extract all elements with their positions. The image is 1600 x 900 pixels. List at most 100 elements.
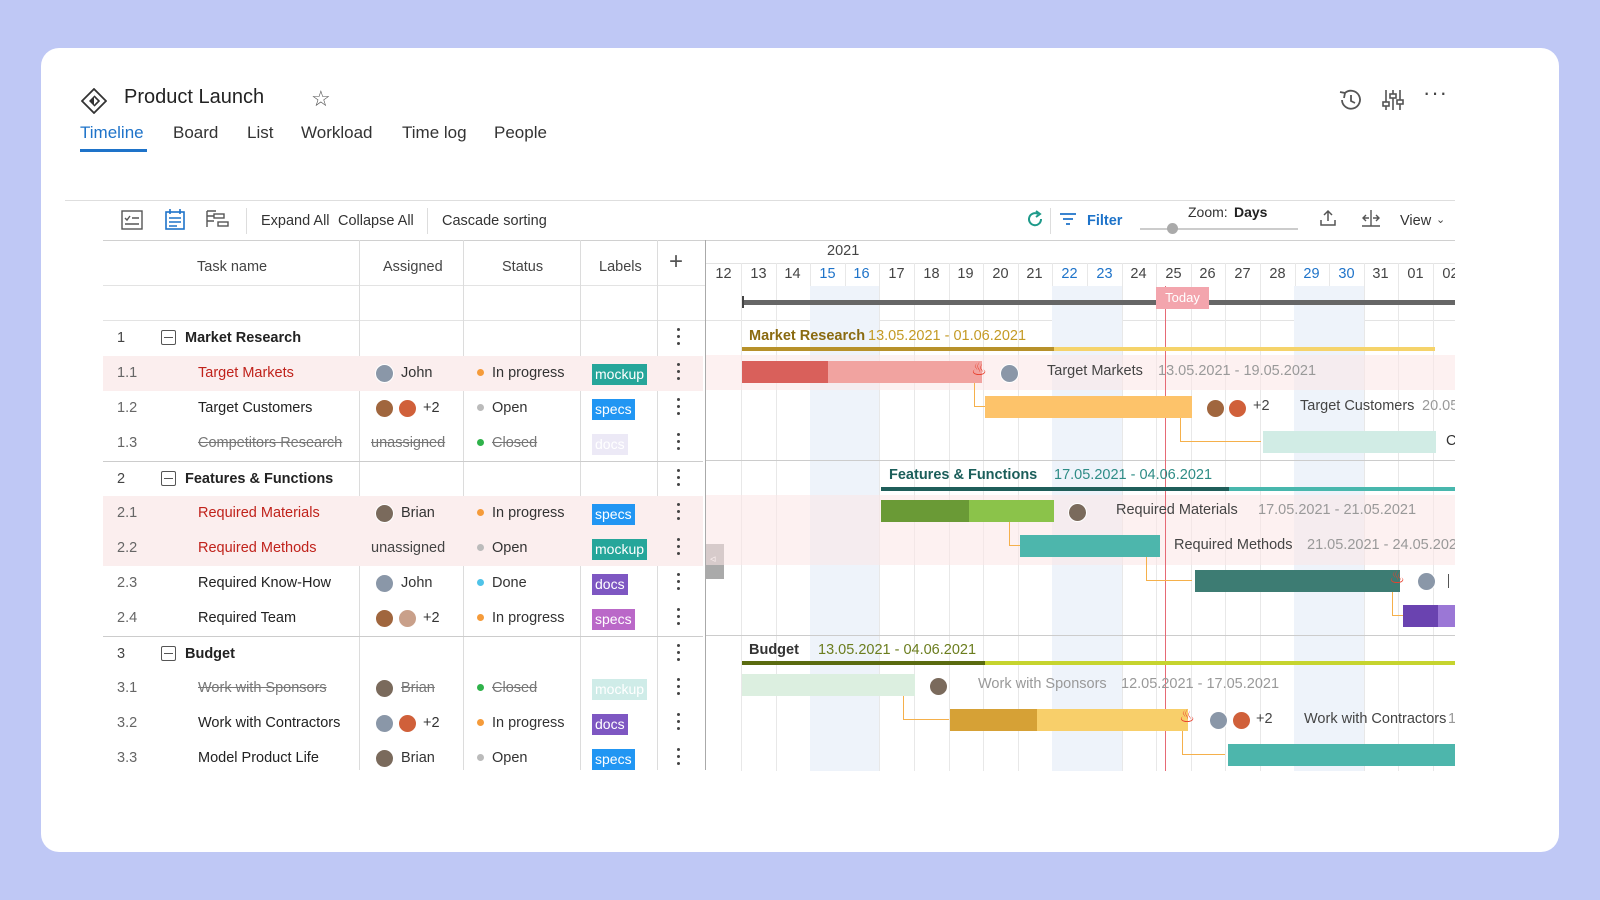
row-menu-icon[interactable] bbox=[676, 748, 682, 768]
task-bar[interactable] bbox=[742, 674, 915, 696]
row-menu-icon[interactable] bbox=[676, 644, 682, 664]
row-menu-icon[interactable] bbox=[676, 503, 682, 523]
status[interactable]: Closed bbox=[477, 426, 537, 461]
expand-all-button[interactable]: Expand All bbox=[261, 213, 330, 229]
timeline-chart[interactable]: 2021 12 13 14 15 16 17 18 19 20 21 22 23 24 25 26 27 28 2… bbox=[706, 241, 1455, 771]
label-badge[interactable]: docs bbox=[592, 574, 628, 595]
collapse-group-icon[interactable] bbox=[161, 646, 176, 661]
status[interactable]: Open bbox=[477, 741, 527, 776]
tab-board[interactable]: Board bbox=[173, 123, 219, 142]
task-bar[interactable] bbox=[1263, 431, 1436, 453]
tab-workload[interactable]: Workload bbox=[301, 123, 373, 142]
tab-people[interactable]: People bbox=[494, 123, 547, 142]
status[interactable]: Done bbox=[477, 566, 527, 601]
filter-icon[interactable] bbox=[1059, 212, 1077, 226]
status[interactable]: Open bbox=[477, 531, 527, 566]
table-row[interactable]: 3.2 Work with Contractors +2 In progress… bbox=[103, 706, 703, 741]
group-progress-bar[interactable] bbox=[742, 347, 1435, 351]
row-menu-icon[interactable] bbox=[676, 398, 682, 418]
collapse-group-icon[interactable] bbox=[161, 471, 176, 486]
task-bar[interactable] bbox=[1195, 570, 1400, 592]
label-badge[interactable]: mockup bbox=[592, 679, 648, 700]
task-name[interactable]: Competitors Research bbox=[198, 435, 343, 451]
tab-time-log[interactable]: Time log bbox=[402, 123, 467, 142]
row-menu-icon[interactable] bbox=[676, 713, 682, 733]
row-menu-icon[interactable] bbox=[676, 363, 682, 383]
group-name[interactable]: Features & Functions bbox=[185, 471, 334, 487]
table-row[interactable]: 1.1 Target Markets John In progress mock… bbox=[103, 356, 703, 391]
status[interactable]: In progress bbox=[477, 356, 565, 391]
table-row[interactable]: 2.3 Required Know-How John Done docs bbox=[103, 566, 703, 601]
table-row[interactable]: 1.3 Competitors Research unassigned Clos… bbox=[103, 426, 703, 461]
table-row[interactable]: 3.3 Model Product Life Brian Open specs bbox=[103, 741, 703, 776]
col-assigned[interactable]: Assigned bbox=[383, 259, 443, 275]
task-name[interactable]: Required Know-How bbox=[198, 575, 331, 591]
row-menu-icon[interactable] bbox=[676, 678, 682, 698]
label-badge[interactable]: mockup bbox=[592, 364, 648, 385]
status[interactable]: Open bbox=[477, 391, 527, 426]
calendar-icon[interactable] bbox=[165, 208, 185, 230]
label-badge[interactable]: docs bbox=[592, 714, 628, 735]
more-menu-icon[interactable]: ··· bbox=[1423, 80, 1448, 105]
label-badge[interactable]: specs bbox=[592, 749, 635, 770]
task-name[interactable]: Model Product Life bbox=[198, 750, 319, 766]
label-badge[interactable]: docs bbox=[592, 434, 628, 455]
status[interactable]: In progress bbox=[477, 496, 565, 531]
table-row[interactable]: 2.2 Required Methods unassigned Open moc… bbox=[103, 531, 703, 566]
zoom-slider-handle[interactable] bbox=[1167, 223, 1178, 234]
row-menu-icon[interactable] bbox=[676, 469, 682, 489]
task-name[interactable]: Required Methods bbox=[198, 540, 317, 556]
row-menu-icon[interactable] bbox=[676, 573, 682, 593]
col-labels[interactable]: Labels bbox=[599, 259, 642, 275]
task-name[interactable]: Target Markets bbox=[198, 365, 294, 381]
row-menu-icon[interactable] bbox=[676, 433, 682, 453]
task-name[interactable]: Target Customers bbox=[198, 400, 313, 416]
cascade-sorting-button[interactable]: Cascade sorting bbox=[442, 213, 547, 229]
group-row[interactable]: 3 Budget bbox=[103, 636, 703, 671]
col-task-name[interactable]: Task name bbox=[197, 259, 268, 275]
export-icon[interactable] bbox=[1319, 209, 1337, 227]
row-menu-icon[interactable] bbox=[676, 328, 682, 348]
tab-timeline[interactable]: Timeline bbox=[80, 123, 144, 142]
view-dropdown[interactable]: View bbox=[1400, 213, 1432, 229]
tab-list[interactable]: List bbox=[247, 123, 274, 142]
row-menu-icon[interactable] bbox=[676, 538, 682, 558]
label-badge[interactable]: specs bbox=[592, 504, 635, 525]
group-name[interactable]: Budget bbox=[185, 646, 235, 662]
gantt-layout-icon[interactable] bbox=[206, 209, 230, 229]
table-row[interactable]: 3.1 Work with Sponsors Brian Closed mock… bbox=[103, 671, 703, 706]
col-status[interactable]: Status bbox=[502, 259, 544, 275]
zoom-slider-track[interactable] bbox=[1140, 228, 1298, 230]
settings-sliders-icon[interactable] bbox=[1379, 86, 1407, 114]
filter-button[interactable]: Filter bbox=[1087, 213, 1123, 229]
fit-columns-icon[interactable] bbox=[1361, 209, 1381, 227]
label-badge[interactable]: specs bbox=[592, 399, 635, 420]
status[interactable]: In progress bbox=[477, 601, 565, 636]
group-row[interactable]: 1 Market Research bbox=[103, 321, 703, 356]
label-badge[interactable]: mockup bbox=[592, 539, 648, 560]
row-menu-icon[interactable] bbox=[676, 608, 682, 628]
group-name[interactable]: Market Research bbox=[185, 330, 302, 346]
group-progress-bar[interactable] bbox=[742, 661, 1455, 665]
project-summary-bar[interactable] bbox=[742, 300, 1455, 305]
add-column-icon[interactable]: + bbox=[669, 248, 684, 275]
favorite-star-icon[interactable]: ☆ bbox=[311, 86, 331, 111]
grid-timeline-splitter[interactable] bbox=[705, 240, 706, 770]
collapse-group-icon[interactable] bbox=[161, 330, 176, 345]
table-row[interactable]: 2.4 Required Team +2 In progress specs bbox=[103, 601, 703, 636]
label-badge[interactable]: specs bbox=[592, 609, 635, 630]
status[interactable]: Closed bbox=[477, 671, 537, 706]
task-bar[interactable] bbox=[985, 396, 1192, 418]
refresh-icon[interactable] bbox=[1025, 209, 1045, 229]
task-name[interactable]: Required Team bbox=[198, 610, 297, 626]
table-row[interactable]: 1.2 Target Customers +2 Open specs bbox=[103, 391, 703, 426]
table-row[interactable]: 2.1 Required Materials Brian In progress… bbox=[103, 496, 703, 531]
task-name[interactable]: Work with Contractors bbox=[198, 715, 341, 731]
task-name[interactable]: Work with Sponsors bbox=[198, 680, 327, 696]
task-bar[interactable] bbox=[1228, 744, 1455, 766]
collapse-all-button[interactable]: Collapse All bbox=[338, 213, 414, 229]
task-name[interactable]: Required Materials bbox=[198, 505, 320, 521]
task-list-icon[interactable] bbox=[121, 210, 143, 230]
task-bar[interactable] bbox=[1020, 535, 1160, 557]
group-row[interactable]: 2 Features & Functions bbox=[103, 461, 703, 496]
